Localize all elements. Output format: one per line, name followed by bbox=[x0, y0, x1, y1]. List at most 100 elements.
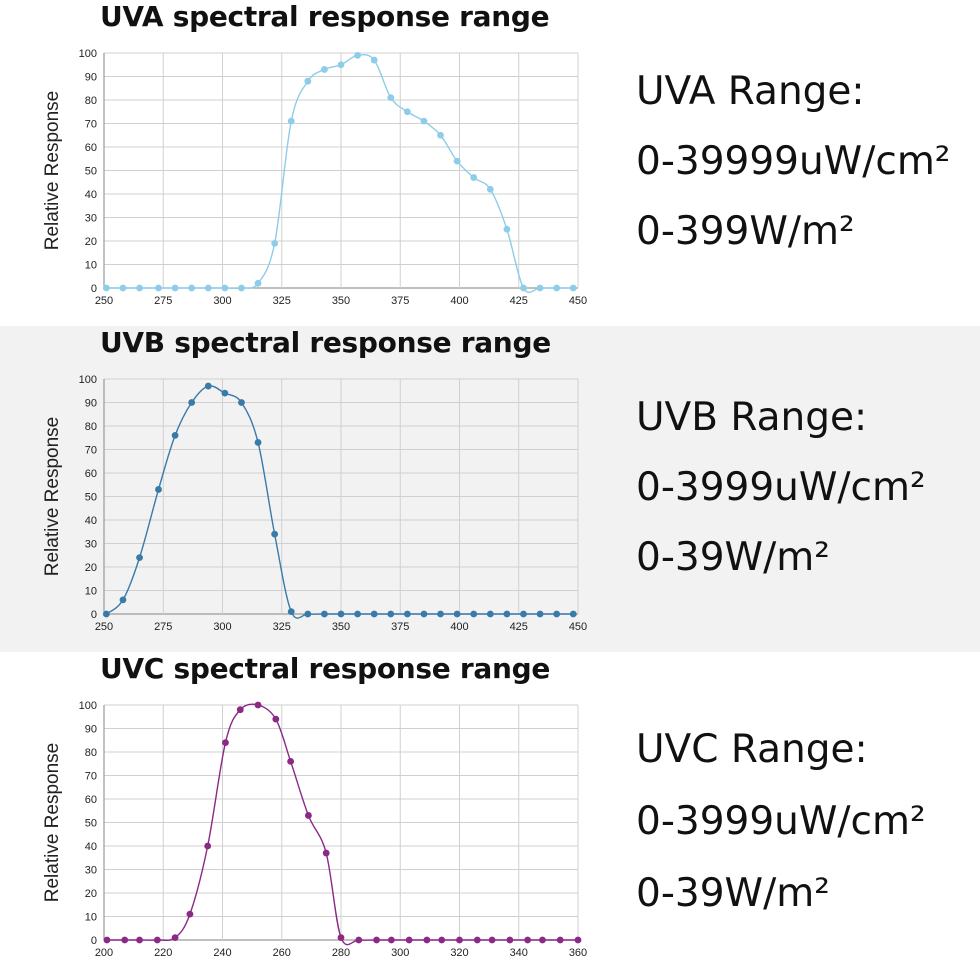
uva-x-tick-label: 325 bbox=[273, 295, 291, 307]
uva-data-point bbox=[188, 284, 196, 292]
uvb-y-tick-label: 30 bbox=[85, 539, 97, 551]
uvb-data-point bbox=[387, 610, 395, 618]
uva-data-point bbox=[155, 284, 162, 292]
uva-series-line bbox=[106, 53, 574, 294]
uvb-data-point bbox=[553, 610, 561, 618]
uva-chart-title: UVA spectral response range bbox=[100, 0, 550, 33]
uvb-data-point bbox=[102, 610, 110, 618]
uvb-data-point bbox=[420, 610, 428, 618]
uvc-y-tick-label: 60 bbox=[85, 794, 97, 806]
uvc-data-point bbox=[136, 936, 143, 944]
uva-x-tick-label: 250 bbox=[95, 295, 113, 307]
uvc-data-point bbox=[337, 934, 345, 942]
uvb-data-point bbox=[155, 486, 162, 493]
uvb-data-point bbox=[470, 610, 478, 618]
uvc-y-tick-label: 80 bbox=[85, 747, 97, 759]
uva-data-point bbox=[221, 284, 229, 292]
uvb-data-point bbox=[520, 610, 527, 618]
uva-panel: UVA spectral response range 0 10 20 30 40 50 6… bbox=[0, 0, 980, 326]
uvc-panel: UVC spectral response range 0 10 20 30 40 50 6… bbox=[0, 652, 980, 978]
uva-chart: 0 10 20 30 40 50 60 70 80 90 100 250 275 300 325 350 375… bbox=[42, 48, 587, 307]
uva-data-point bbox=[321, 66, 328, 73]
uvb-range-uw: 0-3999uW/cm² bbox=[636, 465, 926, 510]
uvc-data-point bbox=[405, 936, 413, 944]
uvb-data-point bbox=[536, 610, 544, 618]
uvb-data-point bbox=[136, 554, 143, 561]
uva-y-tick-label: 40 bbox=[85, 189, 97, 201]
uvc-x-tick-label: 280 bbox=[332, 947, 350, 959]
uvc-y-tick-label: 30 bbox=[85, 865, 97, 877]
uvb-data-point bbox=[453, 610, 461, 618]
uva-data-point bbox=[102, 284, 110, 292]
uva-data-point bbox=[420, 117, 428, 125]
uvb-x-tick-label: 375 bbox=[391, 621, 409, 633]
uva-data-point bbox=[119, 284, 127, 292]
uvb-chart-title: UVB spectral response range bbox=[100, 326, 551, 359]
uvb-y-tick-label: 80 bbox=[85, 421, 97, 433]
uvc-data-point bbox=[305, 812, 312, 819]
uvc-data-point bbox=[438, 936, 446, 944]
uva-data-point bbox=[520, 284, 527, 292]
uvc-data-point bbox=[488, 936, 496, 944]
uvb-data-point bbox=[370, 610, 378, 618]
uvc-data-point bbox=[506, 936, 514, 944]
uvb-y-tick-label: 40 bbox=[85, 515, 97, 527]
uvb-data-point bbox=[503, 610, 511, 618]
uvb-y-tick-label: 90 bbox=[85, 398, 97, 410]
uvc-data-point bbox=[272, 715, 280, 723]
uva-data-point bbox=[337, 61, 345, 69]
uvc-data-point bbox=[423, 936, 431, 944]
uvb-data-point bbox=[204, 382, 212, 390]
uva-data-point bbox=[553, 284, 561, 292]
uva-range-w: 0-399W/m² bbox=[636, 209, 855, 254]
uvc-x-tick-label: 200 bbox=[95, 947, 113, 959]
uva-data-point bbox=[486, 185, 494, 193]
uvc-data-point bbox=[473, 936, 481, 944]
uvc-x-tick-label: 320 bbox=[450, 947, 468, 959]
uvb-data-point bbox=[171, 432, 179, 439]
uva-x-tick-label: 275 bbox=[154, 295, 172, 307]
uvb-data-point bbox=[238, 399, 245, 406]
uvc-data-point bbox=[287, 758, 295, 765]
uva-data-point bbox=[204, 284, 212, 292]
uvb-data-point bbox=[569, 610, 577, 618]
uva-range-heading: UVA Range: bbox=[636, 69, 865, 114]
uvb-x-tick-label: 350 bbox=[332, 621, 350, 633]
uva-y-tick-label: 100 bbox=[79, 48, 97, 60]
uvb-x-tick-label: 325 bbox=[273, 621, 291, 633]
uvc-chart: 0 10 20 30 40 50 60 70 80 90 100 200 220 240 260 280 300… bbox=[42, 700, 587, 959]
uva-data-point bbox=[437, 131, 444, 139]
uvc-y-tick-label: 0 bbox=[91, 935, 97, 947]
uvc-range-w: 0-39W/m² bbox=[636, 871, 830, 916]
uvb-data-point bbox=[254, 439, 262, 446]
uva-data-point bbox=[453, 157, 461, 165]
uvb-y-tick-label: 100 bbox=[79, 374, 97, 386]
uvc-data-point bbox=[254, 701, 262, 709]
uvc-x-tick-label: 360 bbox=[569, 947, 587, 959]
uvb-chart: 0 10 20 30 40 50 60 70 80 90 100 250 275 300 325 350 375… bbox=[42, 374, 587, 633]
uvc-data-point bbox=[121, 936, 129, 944]
uvb-series-line bbox=[105, 385, 574, 619]
uva-data-point bbox=[171, 284, 179, 292]
uvc-y-tick-label: 50 bbox=[85, 818, 97, 830]
uva-x-tick-label: 350 bbox=[332, 295, 350, 307]
uvc-data-point bbox=[103, 936, 111, 944]
uva-data-point bbox=[354, 51, 361, 59]
uvb-data-point bbox=[221, 389, 229, 397]
uvc-range-heading: UVC Range: bbox=[636, 727, 868, 772]
uvc-data-point bbox=[524, 936, 532, 944]
uvb-data-point bbox=[321, 610, 328, 618]
uvb-y-tick-label: 70 bbox=[85, 445, 97, 457]
uvb-data-point bbox=[437, 610, 444, 618]
uvc-data-point bbox=[456, 936, 463, 944]
uvb-x-tick-label: 425 bbox=[510, 621, 528, 633]
uva-data-point bbox=[387, 94, 395, 102]
uvc-data-point bbox=[204, 842, 212, 850]
uva-data-point bbox=[271, 239, 279, 247]
uvb-range-w: 0-39W/m² bbox=[636, 535, 830, 580]
uvc-x-tick-label: 240 bbox=[213, 947, 231, 959]
uvc-data-point bbox=[153, 936, 161, 944]
uva-y-tick-label: 70 bbox=[85, 119, 97, 131]
uva-y-tick-label: 80 bbox=[85, 95, 97, 107]
uva-data-point bbox=[536, 284, 544, 292]
